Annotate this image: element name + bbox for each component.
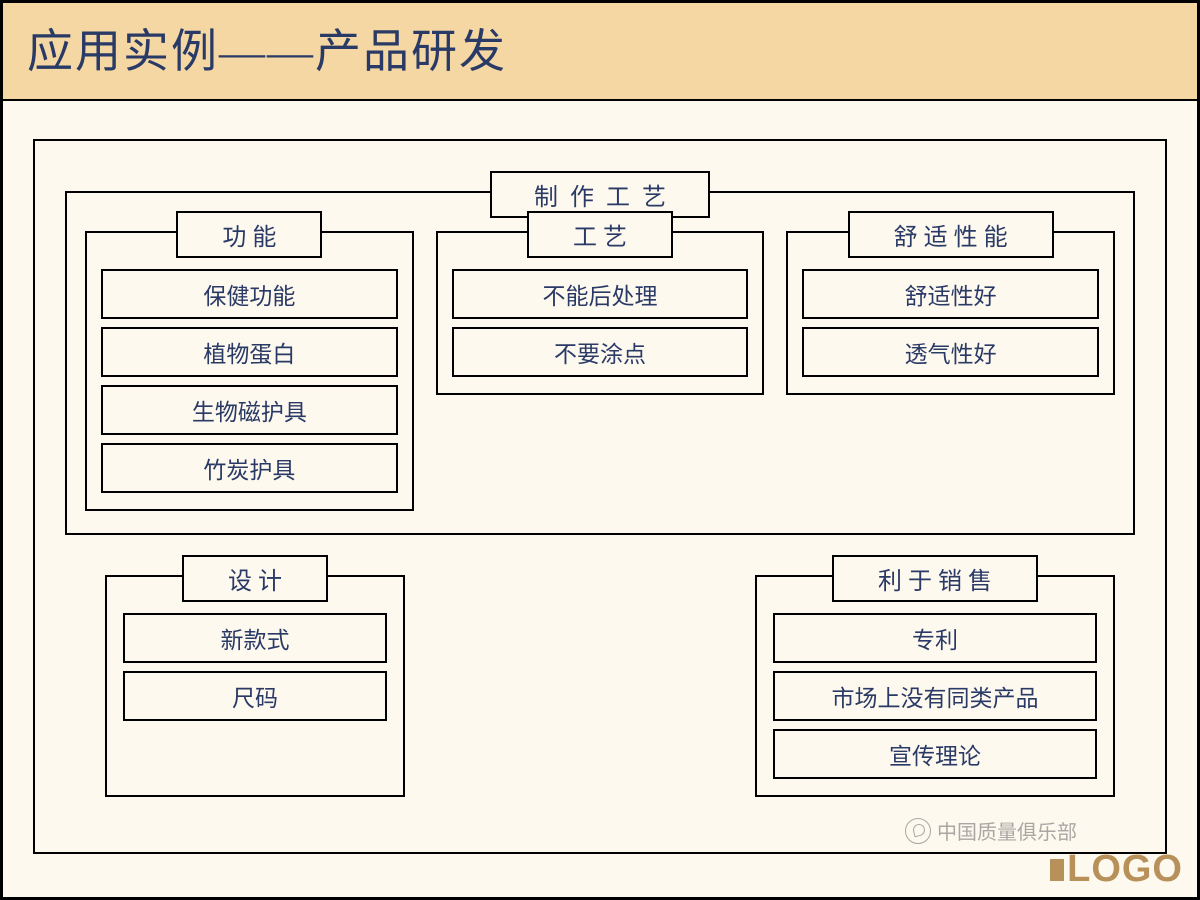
process-label: 工艺	[527, 211, 673, 258]
item-box: 竹炭护具	[101, 443, 398, 493]
function-group: 功能 保健功能 植物蛋白 生物磁护具 竹炭护具	[85, 231, 414, 511]
content-area: 制作工艺 功能 保健功能 植物蛋白 生物磁护具 竹炭护具 工艺 不能后处理 不要…	[3, 101, 1197, 874]
item-box: 生物磁护具	[101, 385, 398, 435]
manufacturing-group: 制作工艺 功能 保健功能 植物蛋白 生物磁护具 竹炭护具 工艺 不能后处理 不要…	[65, 191, 1135, 535]
outer-frame: 制作工艺 功能 保健功能 植物蛋白 生物磁护具 竹炭护具 工艺 不能后处理 不要…	[33, 139, 1167, 854]
bottom-row: 设计 新款式 尺码 利于销售 专利 市场上没有同类产品 宣传理论	[65, 575, 1135, 797]
sales-group: 利于销售 专利 市场上没有同类产品 宣传理论	[755, 575, 1115, 797]
item-box: 尺码	[123, 671, 387, 721]
function-label: 功能	[176, 211, 322, 258]
logo: LOGO	[1050, 848, 1183, 891]
item-box: 保健功能	[101, 269, 398, 319]
watermark: 中国质量俱乐部	[905, 816, 1077, 845]
item-box: 不能后处理	[452, 269, 749, 319]
slide-header: 应用实例——产品研发	[3, 3, 1197, 101]
watermark-text: 中国质量俱乐部	[937, 816, 1077, 845]
logo-square-icon	[1050, 859, 1064, 881]
item-box: 透气性好	[802, 327, 1099, 377]
item-box: 专利	[773, 613, 1097, 663]
design-label: 设计	[182, 555, 328, 602]
comfort-label: 舒适性能	[848, 211, 1054, 258]
item-box: 新款式	[123, 613, 387, 663]
item-box: 不要涂点	[452, 327, 749, 377]
design-group: 设计 新款式 尺码	[105, 575, 405, 797]
item-box: 舒适性好	[802, 269, 1099, 319]
sales-label: 利于销售	[832, 555, 1038, 602]
wechat-icon	[905, 818, 931, 844]
item-box: 市场上没有同类产品	[773, 671, 1097, 721]
process-group: 工艺 不能后处理 不要涂点	[436, 231, 765, 395]
comfort-group: 舒适性能 舒适性好 透气性好	[786, 231, 1115, 395]
item-box: 植物蛋白	[101, 327, 398, 377]
logo-text: LOGO	[1067, 848, 1183, 890]
slide-title: 应用实例——产品研发	[27, 15, 1173, 81]
item-box: 宣传理论	[773, 729, 1097, 779]
